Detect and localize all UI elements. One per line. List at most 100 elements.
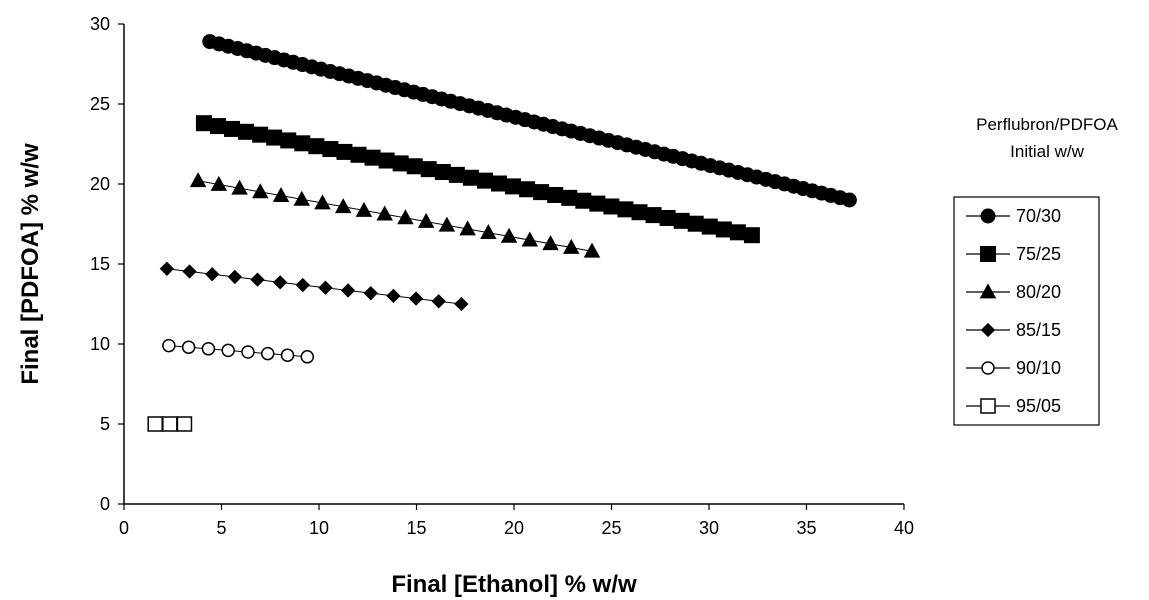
data-point bbox=[448, 166, 465, 183]
data-point bbox=[841, 192, 857, 208]
legend-label: 90/10 bbox=[1016, 358, 1061, 378]
data-point bbox=[189, 172, 207, 188]
data-point bbox=[575, 192, 592, 209]
data-point bbox=[334, 198, 352, 214]
data-point bbox=[491, 175, 507, 192]
data-point bbox=[272, 186, 290, 202]
data-point bbox=[227, 269, 242, 285]
x-tick-label: 10 bbox=[309, 518, 329, 538]
data-point bbox=[224, 120, 241, 137]
legend-marker bbox=[980, 398, 996, 414]
y-tick-label: 15 bbox=[90, 254, 110, 274]
data-point bbox=[687, 215, 704, 232]
data-point bbox=[294, 135, 311, 152]
legend-marker bbox=[981, 361, 995, 375]
y-tick-label: 10 bbox=[90, 334, 110, 354]
data-point bbox=[505, 178, 522, 195]
data-point bbox=[542, 235, 559, 251]
legend-label: 95/05 bbox=[1016, 396, 1061, 416]
data-point bbox=[519, 181, 536, 198]
data-point bbox=[314, 194, 331, 210]
data-point bbox=[500, 227, 518, 243]
x-tick-label: 5 bbox=[216, 518, 226, 538]
legend-marker bbox=[980, 208, 996, 224]
legend: 70/30 75/25 80/20 85/15 90/10 95/05 bbox=[953, 196, 1100, 426]
data-point bbox=[392, 155, 409, 172]
data-point bbox=[201, 342, 216, 356]
series-90-10 bbox=[162, 338, 315, 364]
data-point bbox=[431, 294, 446, 309]
legend-label: 70/30 bbox=[1016, 206, 1061, 226]
legend-item-80-20: 80/20 bbox=[966, 282, 1061, 302]
series-85-15 bbox=[159, 261, 469, 312]
data-point bbox=[308, 138, 325, 155]
data-point bbox=[260, 346, 275, 361]
x-tick-label: 15 bbox=[406, 518, 426, 538]
data-point bbox=[147, 416, 163, 432]
series-70-30 bbox=[202, 34, 857, 208]
data-point bbox=[162, 338, 176, 353]
data-point bbox=[521, 231, 539, 247]
x-tick-label: 30 bbox=[699, 518, 719, 538]
x-axis-title: Final [Ethanol] % w/w bbox=[391, 571, 637, 598]
data-point bbox=[231, 179, 248, 195]
x-tick-label: 25 bbox=[601, 518, 621, 538]
data-point bbox=[318, 280, 333, 295]
data-point bbox=[378, 152, 395, 169]
data-point bbox=[561, 189, 578, 206]
legend-item-90-10: 90/10 bbox=[966, 358, 1061, 378]
data-point bbox=[480, 224, 497, 240]
data-point bbox=[420, 161, 437, 178]
data-point bbox=[476, 172, 493, 189]
axes: 0 5 10 15 20 25 30 35 40 0 5 10 15 20 25 30 bbox=[90, 14, 914, 538]
data-point bbox=[295, 277, 310, 293]
data-point bbox=[743, 227, 760, 244]
x-tick-label: 35 bbox=[796, 518, 816, 538]
series-80-20 bbox=[189, 172, 601, 258]
data-point bbox=[417, 212, 435, 228]
data-point bbox=[250, 272, 265, 287]
data-point bbox=[162, 416, 178, 432]
legend-label: 80/20 bbox=[1016, 282, 1061, 302]
legend-marker bbox=[979, 283, 997, 299]
data-point bbox=[210, 175, 228, 191]
legend-box bbox=[953, 196, 1100, 426]
data-point bbox=[617, 201, 634, 218]
data-point bbox=[252, 126, 269, 143]
data-point bbox=[340, 283, 356, 298]
data-point bbox=[583, 242, 601, 258]
legend-item-70-30: 70/30 bbox=[966, 206, 1061, 226]
y-axis-title: Final [PDFOA] % w/w bbox=[17, 143, 44, 385]
data-point bbox=[159, 261, 175, 276]
y-tick-label: 25 bbox=[90, 94, 110, 114]
y-tick-label: 30 bbox=[90, 14, 110, 34]
x-tick-label: 40 bbox=[894, 518, 914, 538]
data-point bbox=[364, 149, 381, 166]
data-point bbox=[252, 183, 269, 199]
y-tick-label: 20 bbox=[90, 174, 110, 194]
data-point bbox=[408, 291, 424, 306]
data-point bbox=[434, 164, 451, 181]
data-point bbox=[241, 345, 255, 359]
y-tick-label: 0 bbox=[100, 494, 110, 514]
data-point bbox=[645, 207, 662, 224]
data-point bbox=[195, 115, 212, 132]
x-tick-label: 0 bbox=[119, 518, 129, 538]
data-point bbox=[406, 158, 423, 175]
data-point bbox=[631, 204, 648, 221]
data-point bbox=[221, 343, 235, 358]
series-layer bbox=[147, 34, 857, 432]
data-point bbox=[563, 238, 580, 254]
y-tick-label: 5 bbox=[100, 414, 110, 434]
legend-item-75-25: 75/25 bbox=[966, 244, 1061, 264]
data-point bbox=[459, 220, 476, 236]
data-point bbox=[181, 340, 196, 354]
data-point bbox=[729, 224, 746, 241]
data-point bbox=[363, 286, 378, 301]
legend-item-95-05: 95/05 bbox=[966, 396, 1061, 416]
data-point bbox=[238, 123, 255, 140]
data-point bbox=[280, 348, 295, 362]
legend-label: 75/25 bbox=[1016, 244, 1061, 264]
data-point bbox=[589, 195, 606, 212]
legend-marker bbox=[980, 322, 996, 338]
